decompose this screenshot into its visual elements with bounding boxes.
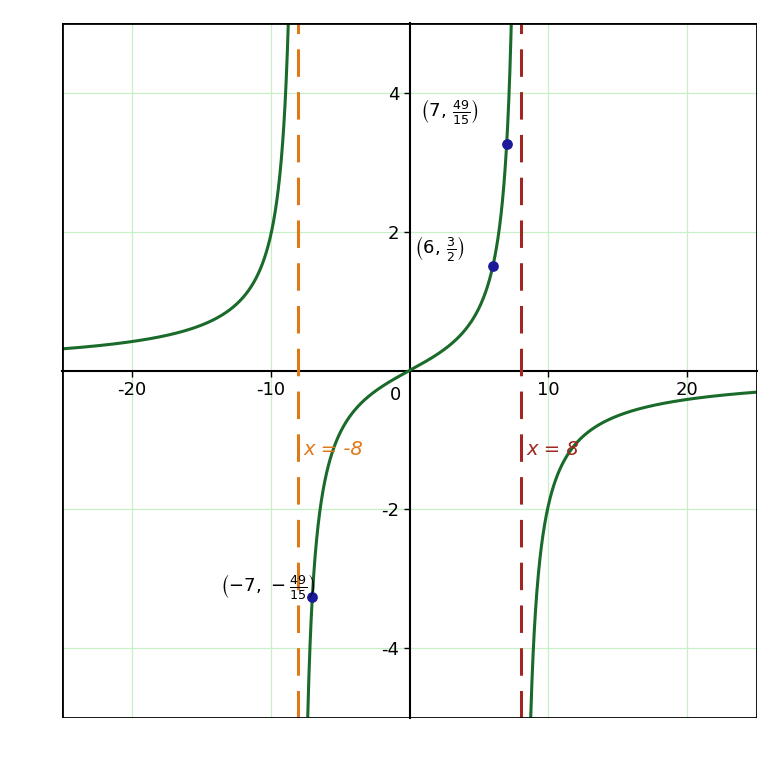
Point: [487, 261, 499, 273]
Point: [306, 591, 318, 604]
Point: [501, 137, 513, 150]
Text: x = -8: x = -8: [304, 440, 363, 459]
Text: 0: 0: [390, 386, 401, 404]
Text: $\left(-7,\,-\frac{49}{15}\right)$: $\left(-7,\,-\frac{49}{15}\right)$: [221, 572, 317, 601]
Text: $\left(7,\,\frac{49}{15}\right)$: $\left(7,\,\frac{49}{15}\right)$: [420, 98, 479, 126]
Bar: [62, 23, 757, 718]
Text: $\left(6,\,\frac{3}{2}\right)$: $\left(6,\,\frac{3}{2}\right)$: [414, 234, 465, 263]
Text: x = 8: x = 8: [526, 440, 579, 459]
